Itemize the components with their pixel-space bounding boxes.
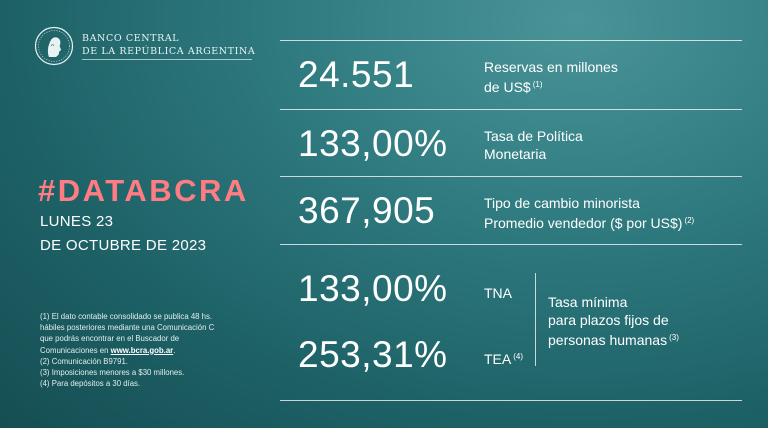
fixed-deposit-desc-line1: Tasa mínima <box>548 294 628 310</box>
divider-1 <box>280 109 742 110</box>
fixed-deposit-note: (3) <box>669 333 679 342</box>
reserves-value: 24.551 <box>298 54 415 95</box>
fixed-deposit-description: Tasa mínima para plazos fijos de persona… <box>548 293 679 349</box>
bcra-logo <box>34 26 74 66</box>
divider-bottom <box>280 400 742 401</box>
bcra-website-link[interactable]: www.bcra.gob.ar <box>110 345 174 355</box>
exchange-rate-note: (2) <box>684 216 695 225</box>
policy-rate-value: 133,00% <box>298 123 448 164</box>
logo-divider <box>82 59 252 60</box>
exchange-rate-label-line2: Promedio vendedor ($ por US$) (2) <box>484 212 694 232</box>
tna-value: 133,00% <box>298 268 448 309</box>
date-weekday: LUNES 23 <box>40 213 114 230</box>
bank-name: BANCO CENTRAL DE LA REPÚBLICA ARGENTINA <box>82 32 255 58</box>
footnote-1-line2: hábiles posteriores mediante una Comunic… <box>40 323 215 333</box>
footnote-4: (4) Para depósitos a 30 días. <box>40 379 141 389</box>
footnote-1-line4: Comunicaciones en www.bcra.gob.ar. <box>40 345 270 356</box>
fixed-deposit-desc-line3: personas humanas (3) <box>548 329 679 349</box>
policy-rate-label: Tasa de Política Monetaria <box>484 127 583 163</box>
tea-value: 253,31% <box>298 334 448 375</box>
footnote-3: (3) Imposiciones menores a $30 millones. <box>40 368 185 378</box>
policy-rate-label-line2: Monetaria <box>484 146 547 162</box>
reserves-label-line2: de US$ (1) <box>484 76 618 96</box>
bank-name-line2: DE LA REPÚBLICA ARGENTINA <box>82 46 256 57</box>
reserves-note: (1) <box>532 80 543 89</box>
footnote-1-line1: (1) El dato contable consolidado se publ… <box>40 312 213 321</box>
tea-label: TEA (4) <box>484 348 523 368</box>
footnote-1-suffix: . <box>173 345 176 355</box>
tea-label-text: TEA <box>484 351 512 367</box>
reserves-label: Reservas en millones de US$ (1) <box>484 58 618 96</box>
divider-top <box>280 40 742 41</box>
tea-note: (4) <box>513 352 524 361</box>
exchange-rate-label-line2-text: Promedio vendedor ($ por US$) <box>484 215 683 231</box>
exchange-rate-value: 367,905 <box>298 190 436 231</box>
bank-name-line1: BANCO CENTRAL <box>82 33 180 44</box>
tna-label: TNA <box>484 285 512 301</box>
date-full: DE OCTUBRE DE 2023 <box>40 237 207 254</box>
fixed-deposit-separator <box>535 273 536 366</box>
hashtag-title: #DATABCRA <box>38 173 249 208</box>
divider-2 <box>280 176 742 177</box>
footnote-1-prefix: Comunicaciones en <box>40 345 111 355</box>
footnotes: (1) El dato contable consolidado se publ… <box>40 311 270 389</box>
fixed-deposit-desc-line2: para plazos fijos de <box>548 312 669 328</box>
footnote-2: (2) Comunicación B9791. <box>40 356 128 366</box>
footnote-1-line3: que podrás encontrar en el Buscador de <box>40 334 180 344</box>
fixed-deposit-desc-line3-text: personas humanas <box>548 332 668 348</box>
reserves-label-line2-text: de US$ <box>484 79 531 95</box>
exchange-rate-label-line1: Tipo de cambio minorista <box>484 195 640 211</box>
exchange-rate-label: Tipo de cambio minorista Promedio vended… <box>484 194 694 232</box>
policy-rate-label-line1: Tasa de Política <box>484 128 583 144</box>
reserves-label-line1: Reservas en millones <box>484 59 618 75</box>
divider-3 <box>280 244 742 245</box>
